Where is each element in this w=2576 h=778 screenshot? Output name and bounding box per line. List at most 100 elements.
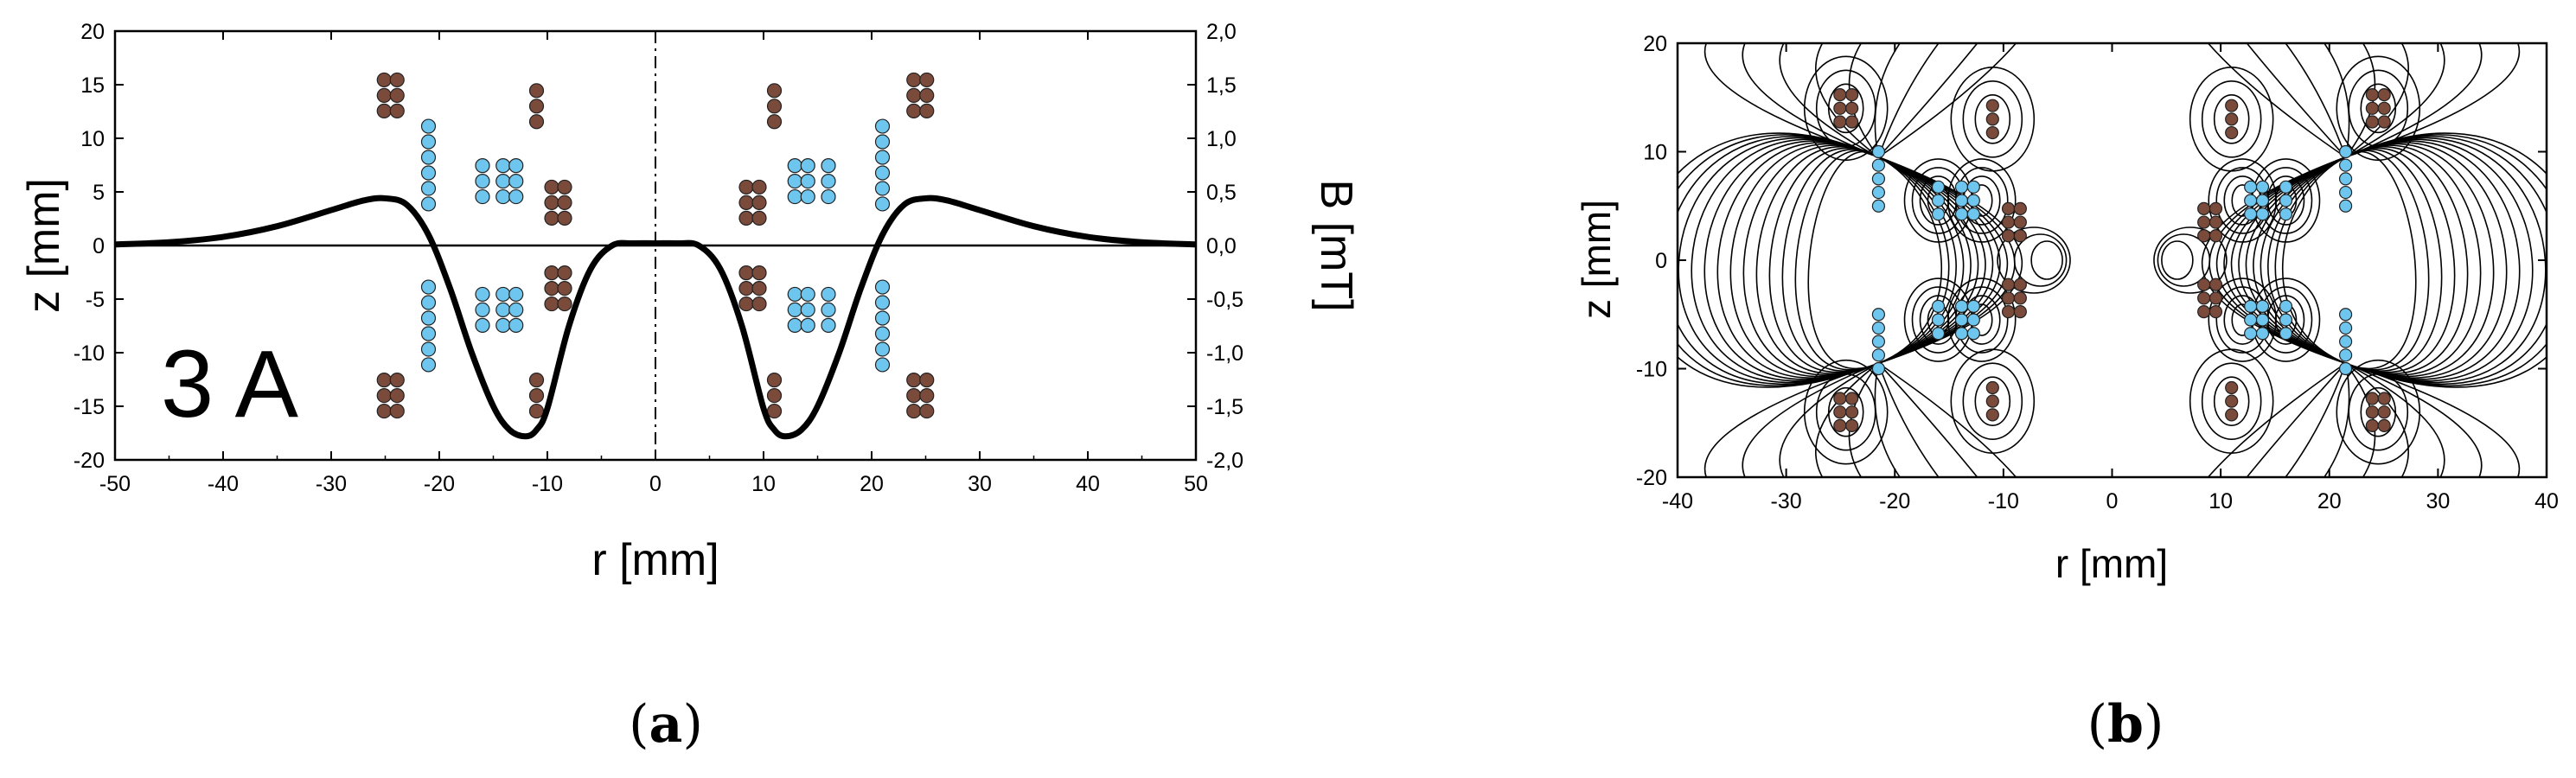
y-tick-label: -20: [1636, 466, 1667, 490]
field-loop: [2336, 359, 2421, 465]
brown-coil: [2377, 101, 2391, 115]
brown-coil: [751, 179, 767, 195]
blue-coil: [1954, 327, 1969, 341]
brown-coil: [751, 194, 767, 210]
x-tick-label: -40: [1662, 489, 1693, 513]
brown-coil: [2208, 229, 2223, 243]
blue-coil: [420, 326, 437, 341]
blue-coil: [475, 317, 490, 333]
brown-coil: [1985, 99, 1999, 112]
field-line: [2285, 43, 2347, 158]
panel-b-x-axis-label: r [mm]: [2055, 541, 2168, 586]
blue-coil: [2338, 172, 2353, 186]
brown-coil: [2001, 277, 2016, 291]
blue-coil: [508, 158, 524, 174]
brown-coil: [2013, 229, 2027, 243]
panel-a-ticks: -50 -40 -30 -20 -10 0 10 20 30 40 50-20-15-10-5051…: [74, 20, 1243, 496]
field-line: [2323, 363, 2350, 477]
y-tick-label: 5: [93, 181, 105, 205]
blue-coil: [2244, 207, 2258, 221]
x-tick-label: 20: [2317, 489, 2342, 513]
field-line: [2345, 140, 2521, 380]
blue-coil: [1966, 194, 1980, 207]
x-tick-label: 30: [2426, 489, 2450, 513]
brown-coil: [1985, 380, 1999, 395]
field-loop: [1974, 94, 2011, 144]
brown-coil: [2225, 112, 2239, 126]
blue-coil: [420, 295, 437, 310]
panel-a-chart: -50 -40 -30 -20 -10 0 10 20 30 40 50-20-15-10-5051…: [19, 20, 1361, 755]
field-line: [1678, 132, 1879, 388]
blue-coil: [495, 174, 511, 189]
brown-coil: [2208, 277, 2223, 291]
brown-coil: [766, 388, 783, 404]
brown-coil: [376, 72, 392, 88]
brown-coil: [751, 265, 767, 281]
blue-coil: [2338, 158, 2353, 172]
field-line: [1878, 156, 1986, 364]
field-loop: [2157, 233, 2211, 287]
brown-coil: [557, 179, 572, 195]
field-loop: [2213, 94, 2250, 144]
brown-coil: [2208, 215, 2223, 229]
x-tick-label: -20: [1879, 489, 1910, 513]
blue-coil: [2244, 299, 2258, 313]
field-line: [1768, 147, 1879, 373]
y-tick-label: -5: [86, 288, 105, 312]
brown-coil: [766, 83, 783, 99]
field-loop: [2360, 386, 2397, 437]
blue-coil: [1931, 194, 1946, 207]
brown-coil: [906, 388, 922, 404]
field-loop: [1962, 362, 2023, 440]
field-line: [1878, 156, 1950, 364]
field-line: [1779, 43, 1879, 158]
x-tick-label: -50: [99, 472, 131, 496]
brown-coil: [376, 103, 392, 118]
brown-coil: [2197, 305, 2211, 319]
field-line: [2323, 43, 2350, 157]
y2-tick-label: -2,0: [1206, 449, 1243, 473]
field-line: [2285, 362, 2347, 477]
blue-coil: [800, 286, 815, 303]
blue-coil: [508, 188, 524, 205]
blue-coil: [2244, 194, 2258, 207]
brown-coil: [528, 99, 545, 114]
x-tick-label: 40: [2534, 489, 2559, 513]
x-tick-label: 0: [649, 472, 662, 496]
brown-coil: [389, 403, 405, 419]
brown-coil: [738, 194, 754, 210]
brown-coil: [2377, 88, 2391, 102]
blue-coil: [2244, 313, 2258, 327]
brown-coil: [376, 388, 392, 404]
blue-coil: [874, 326, 891, 341]
brown-coil: [906, 103, 922, 118]
brown-coil: [2001, 291, 2016, 305]
y-tick-label: -20: [74, 449, 105, 473]
blue-coil: [821, 317, 836, 333]
y-tick-label: 20: [80, 20, 105, 44]
x-tick-label: -40: [208, 472, 239, 496]
panel-a-coils: [376, 72, 935, 419]
brown-coil: [2377, 418, 2391, 432]
blue-coil: [420, 341, 437, 357]
blue-coil: [2279, 207, 2293, 221]
field-loop: [2208, 158, 2278, 243]
field-line: [1781, 149, 1879, 372]
brown-coil: [766, 114, 783, 130]
blue-coil: [475, 158, 490, 174]
blue-coil: [420, 181, 437, 196]
y2-tick-label: 2,0: [1206, 20, 1237, 44]
blue-coil: [874, 118, 891, 134]
blue-coil: [874, 165, 891, 181]
field-line: [2345, 144, 2482, 376]
brown-coil: [919, 373, 935, 388]
blue-coil: [1871, 361, 1886, 376]
blue-coil: [508, 174, 524, 189]
field-line: [2260, 156, 2346, 364]
blue-coil: [1871, 308, 1886, 322]
brown-coil: [528, 388, 545, 404]
brown-coil: [2013, 215, 2027, 229]
blue-coil: [420, 165, 437, 181]
